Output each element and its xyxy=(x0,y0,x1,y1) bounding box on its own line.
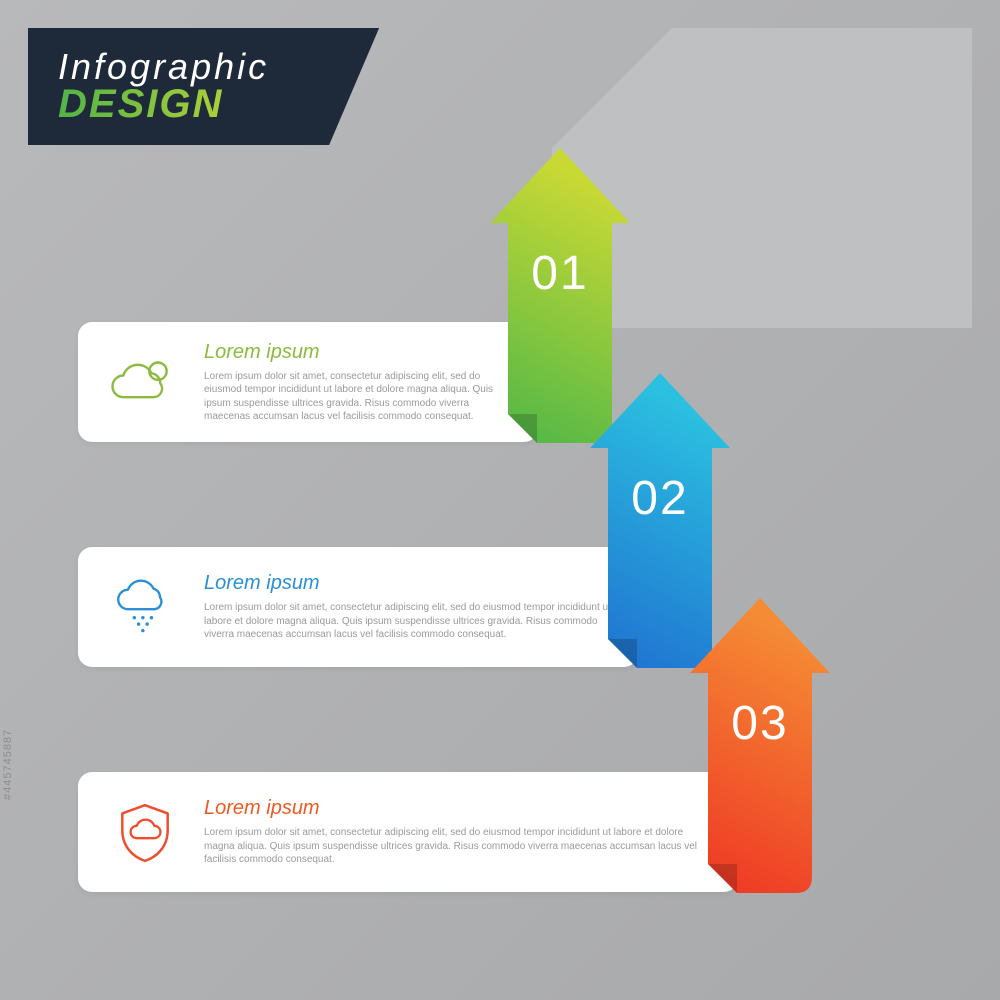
step-number: 01 xyxy=(490,246,630,301)
card-text: Lorem ipsum Lorem ipsum dolor sit amet, c… xyxy=(190,797,716,867)
header-banner: Infographic DESIGN xyxy=(28,28,379,145)
card-text: Lorem ipsum Lorem ipsum dolor sit amet, c… xyxy=(190,572,616,642)
shield-cloud-icon xyxy=(100,799,190,865)
card-body: Lorem ipsum dolor sit amet, consectetur … xyxy=(204,601,616,642)
info-card: Lorem ipsum Lorem ipsum dolor sit amet, c… xyxy=(78,547,638,667)
card-title: Lorem ipsum xyxy=(204,341,516,364)
rain-cloud-icon xyxy=(100,577,190,637)
card-text: Lorem ipsum Lorem ipsum dolor sit amet, c… xyxy=(190,341,516,424)
info-card: Lorem ipsum Lorem ipsum dolor sit amet, c… xyxy=(78,772,738,892)
sun-cloud-icon xyxy=(100,356,190,408)
step-number: 03 xyxy=(690,696,830,751)
arrow-up-3: 03 xyxy=(690,598,830,893)
watermark-text: #445745887 xyxy=(2,729,14,800)
header-title-line2: DESIGN xyxy=(58,82,269,127)
card-title: Lorem ipsum xyxy=(204,797,716,820)
info-card: Lorem ipsum Lorem ipsum dolor sit amet, c… xyxy=(78,322,538,442)
card-title: Lorem ipsum xyxy=(204,572,616,595)
step-number: 02 xyxy=(590,471,730,526)
card-body: Lorem ipsum dolor sit amet, consectetur … xyxy=(204,826,716,867)
card-body: Lorem ipsum dolor sit amet, consectetur … xyxy=(204,370,516,424)
